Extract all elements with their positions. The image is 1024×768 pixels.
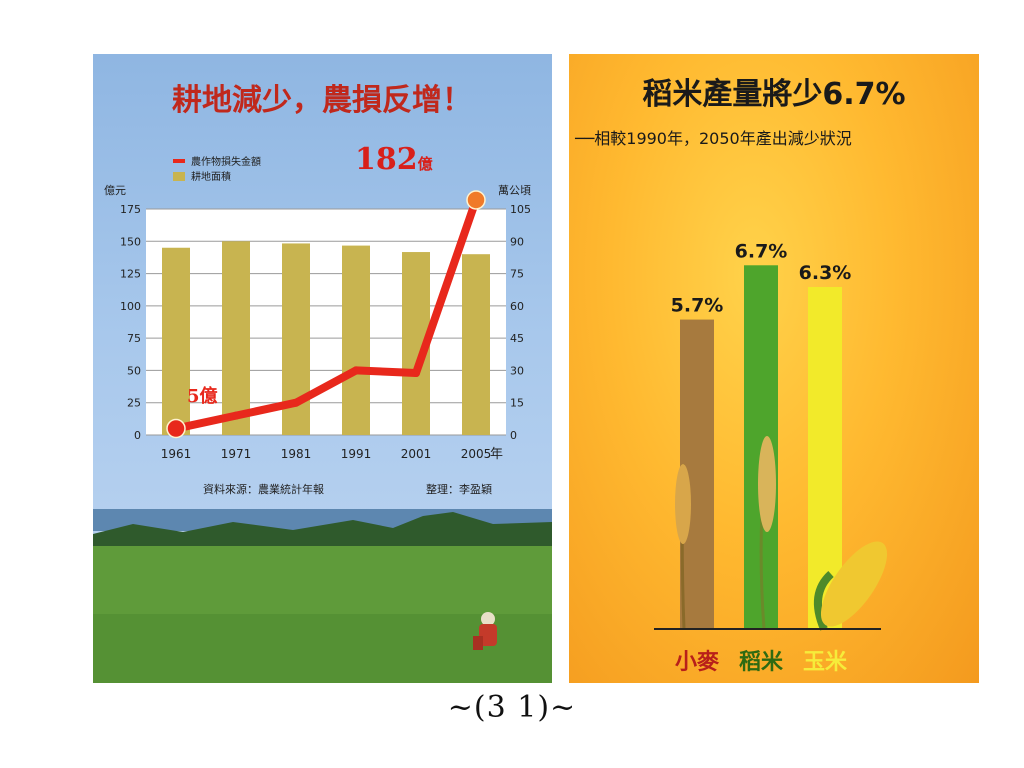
right-tick-label: 60 xyxy=(510,300,524,313)
rice-illustration xyxy=(758,436,776,630)
x-tick-label: 1971 xyxy=(221,447,252,461)
loss-point xyxy=(232,411,240,420)
left-tick-label: 125 xyxy=(120,268,141,281)
corn-illustration xyxy=(813,541,888,631)
end-value-unit: 億 xyxy=(418,155,433,173)
page-number: ~(3 1)~ xyxy=(447,690,577,725)
loss-line-group xyxy=(166,190,486,439)
yield-value-label: 6.7% xyxy=(735,240,788,262)
crop-yield-chart-svg: 稻米產量將少6.7% ──相較1990年，2050年產出減少狀況 5.7% 小麥 6… xyxy=(574,77,906,675)
legend: 農作物損失金額 耕地面積 xyxy=(173,155,261,183)
end-value-annotation: 182億 xyxy=(355,142,433,177)
chart-title: 耕地減少，農損反增！ xyxy=(172,83,472,118)
left-tick-label: 0 xyxy=(134,429,141,442)
right-axis-unit: 萬公頃 xyxy=(498,184,531,197)
wheat-illustration xyxy=(675,463,691,630)
yield-value-label: 6.3% xyxy=(799,262,852,284)
loss-point xyxy=(292,398,300,407)
farmland-chart-panel: 0 25 50 75 100 125 150 175 0 15 30 45 60 75 90 105 196… xyxy=(93,54,552,683)
left-tick-label: 100 xyxy=(120,300,141,313)
x-tick-label: 1981 xyxy=(281,447,312,461)
left-axis-unit: 億元 xyxy=(104,184,126,197)
yield-chart-subtitle: ──相較1990年，2050年產出減少狀況 xyxy=(574,129,852,148)
loss-point xyxy=(352,366,360,375)
tree-line xyxy=(93,512,552,549)
farmland-bar xyxy=(462,254,490,435)
yield-bar xyxy=(808,287,842,629)
x-tick-label: 1991 xyxy=(341,447,372,461)
right-tick-label: 105 xyxy=(510,203,531,216)
right-axis-ticks: 0 15 30 45 60 75 90 105 xyxy=(510,203,531,442)
yield-chart-title: 稻米產量將少6.7% xyxy=(642,77,905,112)
legend-label-loss: 農作物損失金額 xyxy=(191,155,261,168)
farmland-chart-svg: 0 25 50 75 100 125 150 175 0 15 30 45 60 75 90 105 196… xyxy=(93,83,552,683)
x-axis-ticks: 1961 1971 1981 1991 2001 2005 xyxy=(161,447,492,461)
x-tick-label: 1961 xyxy=(161,447,192,461)
editor-note: 整理：李盈穎 xyxy=(426,482,492,496)
x-tick-label: 2005 xyxy=(461,447,492,461)
grid-lines xyxy=(146,208,506,436)
loss-line xyxy=(172,195,480,433)
crop-yield-chart-panel: 稻米產量將少6.7% ──相較1990年，2050年產出減少狀況 5.7% 小麥 6… xyxy=(569,54,979,683)
left-axis-ticks: 0 25 50 75 100 125 150 175 xyxy=(120,203,141,442)
right-tick-label: 15 xyxy=(510,397,524,410)
legend-swatch-loss xyxy=(173,159,185,163)
right-tick-label: 75 xyxy=(510,268,524,281)
plot-area xyxy=(146,209,506,435)
right-tick-label: 90 xyxy=(510,235,524,248)
legend-swatch-area xyxy=(173,172,185,181)
yield-value-label: 5.7% xyxy=(671,295,724,317)
start-value-annotation: 5億 xyxy=(187,385,218,407)
yield-category-label: 玉米 xyxy=(803,650,848,675)
farmer-figure xyxy=(473,612,497,650)
right-tick-label: 45 xyxy=(510,332,524,345)
left-tick-label: 25 xyxy=(127,397,141,410)
right-tick-label: 30 xyxy=(510,364,524,377)
legend-label-area: 耕地面積 xyxy=(191,170,231,183)
yield-category-label: 小麥 xyxy=(675,649,720,675)
left-tick-label: 50 xyxy=(127,364,141,377)
loss-point xyxy=(166,418,186,439)
farmland-bar xyxy=(222,241,250,435)
loss-point xyxy=(466,190,486,210)
farmland-bar xyxy=(342,245,370,435)
left-tick-label: 175 xyxy=(120,203,141,216)
farmland-bar xyxy=(162,247,190,435)
x-tick-label: 2001 xyxy=(401,447,432,461)
left-tick-label: 75 xyxy=(127,332,141,345)
source-note: 資料來源：農業統計年報 xyxy=(203,482,324,496)
end-value-number: 182 xyxy=(355,142,418,177)
x-axis-unit: 年 xyxy=(490,447,503,462)
right-tick-label: 0 xyxy=(510,429,517,442)
left-tick-label: 150 xyxy=(120,235,141,248)
loss-point xyxy=(412,369,420,378)
yield-category-label: 稻米 xyxy=(739,650,784,675)
